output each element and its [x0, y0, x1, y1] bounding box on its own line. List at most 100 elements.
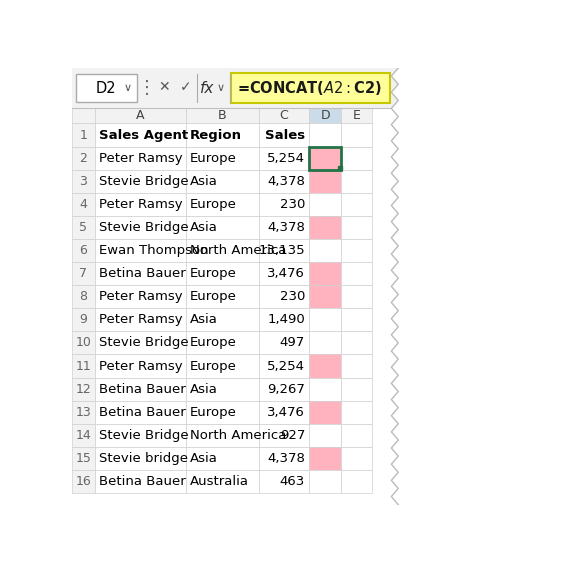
Text: 9,267: 9,267 [267, 383, 305, 396]
Text: ∨: ∨ [216, 83, 225, 93]
Text: Peter Ramsy: Peter Ramsy [99, 151, 182, 164]
Bar [309, 424, 341, 447]
Bar [309, 401, 341, 424]
Bar [341, 470, 372, 493]
Text: Asia: Asia [190, 221, 217, 234]
Bar [72, 68, 506, 108]
Text: 14: 14 [75, 429, 91, 442]
Bar [341, 331, 372, 354]
Bar [72, 470, 95, 493]
Text: 4,378: 4,378 [267, 452, 305, 465]
Text: Europe: Europe [190, 198, 236, 211]
Text: 5: 5 [79, 221, 87, 234]
Bar [72, 108, 95, 124]
Text: Asia: Asia [190, 452, 217, 465]
Text: Betina Bauer: Betina Bauer [99, 267, 185, 280]
Text: Europe: Europe [190, 336, 236, 349]
Bar [259, 262, 309, 285]
Bar [309, 216, 341, 239]
Bar [186, 331, 259, 354]
Bar [259, 170, 309, 193]
Text: 13: 13 [75, 406, 91, 419]
Bar [95, 470, 186, 493]
Bar [95, 354, 186, 378]
Bar [341, 285, 372, 308]
Bar [341, 239, 372, 262]
Bar [186, 447, 259, 470]
Bar [72, 331, 95, 354]
Text: 5,254: 5,254 [267, 359, 305, 373]
Bar [186, 147, 259, 170]
Bar [259, 285, 309, 308]
Text: 497: 497 [280, 336, 305, 349]
Bar [259, 308, 309, 331]
Bar [259, 424, 309, 447]
Text: Asia: Asia [190, 314, 217, 327]
Text: Europe: Europe [190, 406, 236, 419]
Bar [186, 216, 259, 239]
Text: Stevie Bridge: Stevie Bridge [99, 429, 189, 442]
Bar [259, 378, 309, 401]
Text: =CONCAT($A2:$C2): =CONCAT($A2:$C2) [238, 79, 382, 97]
Bar [95, 216, 186, 239]
Text: North America: North America [190, 244, 286, 257]
Text: fx: fx [200, 81, 215, 96]
Bar [309, 470, 341, 493]
Text: C: C [280, 109, 288, 122]
Bar [309, 108, 341, 124]
Text: 1: 1 [79, 129, 87, 142]
Text: 7: 7 [79, 267, 87, 280]
Bar [95, 262, 186, 285]
Bar [72, 401, 95, 424]
Text: 12: 12 [75, 383, 91, 396]
Bar [309, 147, 341, 170]
Bar [72, 216, 95, 239]
Bar [341, 378, 372, 401]
Bar [95, 378, 186, 401]
Text: Betina Bauer: Betina Bauer [99, 406, 185, 419]
Text: 13,135: 13,135 [258, 244, 305, 257]
Bar [95, 170, 186, 193]
Bar [309, 124, 341, 147]
Text: Stevie Bridge: Stevie Bridge [99, 175, 189, 188]
Bar [186, 262, 259, 285]
Bar [231, 73, 390, 103]
Bar [95, 331, 186, 354]
Text: 1,490: 1,490 [267, 314, 305, 327]
Bar [259, 239, 309, 262]
Text: Stevie bridge: Stevie bridge [99, 452, 187, 465]
Bar [341, 124, 372, 147]
Text: 16: 16 [75, 475, 91, 488]
Bar [259, 470, 309, 493]
Bar [259, 108, 309, 124]
Bar [186, 401, 259, 424]
Bar [341, 262, 372, 285]
Text: Betina Bauer: Betina Bauer [99, 475, 185, 488]
Bar [341, 401, 372, 424]
Bar [95, 447, 186, 470]
Text: 10: 10 [75, 336, 91, 349]
Text: 3,476: 3,476 [267, 406, 305, 419]
Text: 463: 463 [280, 475, 305, 488]
Text: North America: North America [190, 429, 286, 442]
Bar [95, 239, 186, 262]
Bar [95, 147, 186, 170]
Text: 3: 3 [79, 175, 87, 188]
Bar [95, 424, 186, 447]
Bar [186, 285, 259, 308]
Bar [72, 170, 95, 193]
Bar [72, 378, 95, 401]
Bar [341, 308, 372, 331]
Bar [186, 424, 259, 447]
Text: Peter Ramsy: Peter Ramsy [99, 314, 182, 327]
Text: Betina Bauer: Betina Bauer [99, 383, 185, 396]
Text: B: B [218, 109, 227, 122]
Bar [259, 147, 309, 170]
Bar [309, 170, 341, 193]
Bar [72, 147, 95, 170]
Polygon shape [391, 68, 506, 505]
Bar [75, 74, 137, 102]
Text: 2: 2 [79, 151, 87, 164]
Bar [309, 378, 341, 401]
Text: Stevie Bridge: Stevie Bridge [99, 336, 189, 349]
